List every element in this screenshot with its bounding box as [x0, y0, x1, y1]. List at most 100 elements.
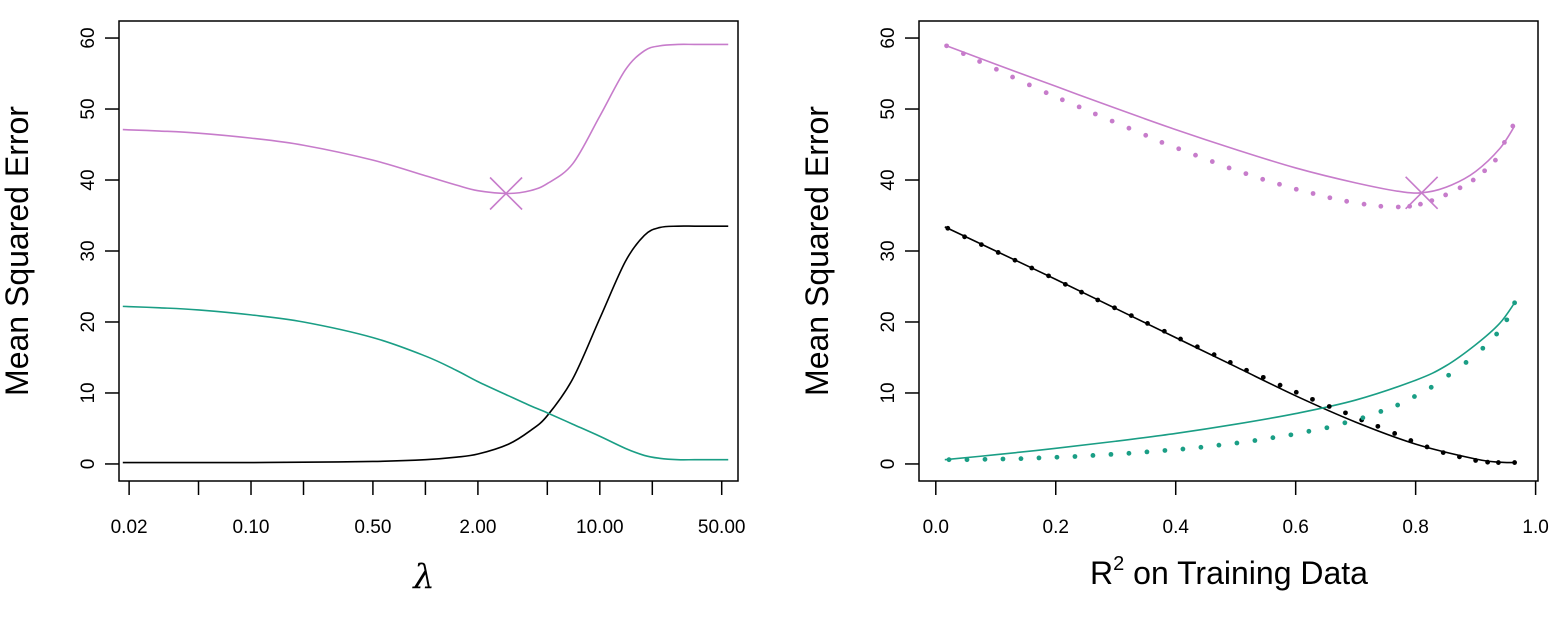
data-point [1378, 203, 1384, 209]
series-variance-ridge-line [944, 302, 1516, 461]
data-point [1260, 176, 1266, 182]
x-tick-label: 0.6 [1282, 517, 1308, 538]
data-point [1494, 331, 1500, 337]
series-squared-bias-line [122, 225, 729, 464]
data-point [1234, 440, 1240, 446]
data-point [1161, 328, 1167, 334]
data-point [1143, 132, 1149, 138]
x-axis-title-base: R [1090, 555, 1113, 591]
data-point [1108, 451, 1114, 457]
y-tick-label: 20 [78, 311, 99, 332]
data-point [982, 456, 988, 462]
minimum-test-mse-marker [489, 176, 523, 211]
data-point [1193, 152, 1198, 158]
data-point [1343, 410, 1348, 416]
data-point [977, 59, 982, 64]
y-tick-label: 10 [878, 382, 899, 403]
x-axis: 0.0 0.2 0.4 0.6 0.8 1.0 [923, 481, 1549, 538]
data-point [1408, 438, 1414, 443]
data-point [1512, 300, 1518, 306]
y-tick-label: 10 [78, 382, 99, 403]
x-tick-label: 0.02 [111, 517, 148, 538]
x-tick-label: 2.00 [459, 517, 496, 538]
data-point [1463, 360, 1469, 365]
data-point [1216, 442, 1222, 448]
data-point [1180, 446, 1186, 452]
x-axis-title: R2 on Training Data [1090, 553, 1368, 591]
data-point [946, 457, 952, 463]
data-point [945, 225, 951, 231]
data-point [1424, 444, 1430, 450]
data-point [1018, 456, 1024, 462]
y-axis-title: Mean Squared Error [0, 106, 35, 396]
data-point [1226, 165, 1232, 171]
series-test-mse-line [122, 43, 729, 195]
data-point [1378, 409, 1384, 414]
data-point [1090, 453, 1096, 458]
x-tick-label: 50.00 [698, 517, 746, 538]
x-tick-label: 0.4 [1163, 517, 1190, 538]
data-point [1227, 360, 1233, 365]
data-point [1310, 191, 1316, 196]
y-tick-label: 60 [878, 27, 899, 48]
data-point [1293, 389, 1299, 395]
data-point [1342, 420, 1348, 426]
y-tick-label: 30 [78, 240, 99, 261]
data-point [1176, 146, 1182, 152]
data-point [1457, 454, 1462, 460]
data-point [1360, 415, 1366, 421]
data-point [1128, 313, 1134, 318]
data-point [1211, 352, 1217, 358]
data-point [1209, 159, 1215, 164]
data-point [1277, 382, 1283, 388]
data-point [1095, 297, 1101, 303]
data-point [964, 457, 970, 463]
data-point [1012, 257, 1018, 263]
data-point [1277, 181, 1282, 187]
data-point [1046, 273, 1051, 279]
data-point [1443, 192, 1449, 198]
data-point [1344, 198, 1350, 204]
data-point [1446, 372, 1452, 378]
data-point [1244, 367, 1249, 373]
data-point [1326, 404, 1332, 409]
series-squared-bias-ridge-line [944, 226, 1515, 464]
data-point [1144, 449, 1150, 455]
data-point [1126, 125, 1132, 131]
data-point [1324, 425, 1330, 431]
x-tick-label: 1.0 [1522, 517, 1548, 538]
data-point [1293, 186, 1299, 192]
data-point [1440, 450, 1446, 456]
data-point [1496, 460, 1501, 465]
y-tick-label: 20 [878, 311, 899, 332]
series-test-mse-ridge-line [944, 44, 1516, 194]
data-point [1036, 455, 1042, 461]
data-point [1480, 345, 1486, 351]
data-point [1327, 195, 1333, 201]
data-point [1126, 450, 1132, 456]
data-point [1457, 185, 1463, 191]
data-point [995, 250, 1001, 255]
data-point [1418, 201, 1423, 207]
left-series-group [122, 43, 729, 464]
data-point [1510, 123, 1516, 129]
data-point [1428, 384, 1434, 390]
series-squared-bias-lasso [945, 225, 1518, 465]
data-point [1059, 97, 1065, 103]
data-point [1270, 435, 1276, 441]
plot-frame [118, 20, 739, 482]
x-axis: 0.02 0.10 0.50 2.00 10.00 50.00 [111, 481, 746, 538]
data-point [1112, 305, 1117, 311]
data-point [1392, 431, 1398, 436]
data-point [960, 51, 966, 57]
y-axis: 0 10 20 30 40 50 60 [78, 27, 119, 469]
right-series-group [944, 43, 1518, 465]
x-tick-label: 10.00 [576, 517, 624, 538]
x-tick-label: 0.2 [1043, 517, 1069, 538]
plot-frame [918, 20, 1539, 482]
y-axis-title: Mean Squared Error [799, 106, 835, 396]
data-point [944, 43, 949, 49]
y-tick-label: 40 [78, 169, 99, 190]
minimum-test-mse-marker [1405, 176, 1439, 210]
